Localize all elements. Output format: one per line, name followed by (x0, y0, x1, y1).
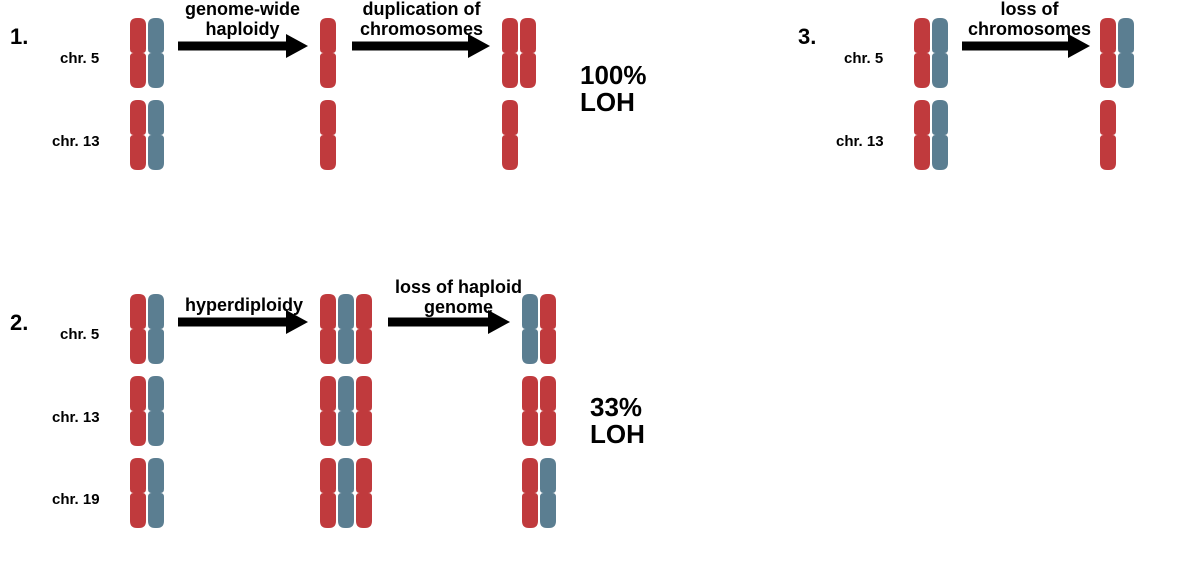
panel2-chrom-s2-r0-c1 (540, 294, 556, 364)
panel1-chrom-s2-r0-c1 (520, 18, 536, 88)
panel1-chrom-s0-r0-c0 (130, 18, 146, 88)
panel2-chrlabel-2: chr. 19 (52, 491, 100, 508)
panel1-chrom-s1-r1-c0 (320, 100, 336, 170)
panel3-chrom-s1-r1-c0 (1100, 100, 1116, 170)
panel3-chrom-s0-r1-c0 (914, 100, 930, 170)
panel1-chrom-s1-r0-c0 (320, 18, 336, 88)
panel3-chrlabel-0: chr. 5 (844, 50, 883, 67)
panel1-chrom-s0-r0-c1 (148, 18, 164, 88)
panel2-chrom-s2-r1-c1 (540, 376, 556, 446)
panel2-chrom-s0-r2-c1 (148, 458, 164, 528)
panel3-chrom-s1-r0-c1 (1118, 18, 1134, 88)
panel2-chrom-s2-r0-c0 (522, 294, 538, 364)
panel2-chrom-s1-r1-c1 (338, 376, 354, 446)
panel3-chrom-s1-r0-c0 (1100, 18, 1116, 88)
panel3-steplabel-0: loss ofchromosomes (968, 0, 1091, 40)
panel2-chrom-s1-r2-c0 (320, 458, 336, 528)
panel2-chrom-s1-r2-c2 (356, 458, 372, 528)
panel1-number: 1. (10, 24, 28, 50)
panel1-loh: 100%LOH (580, 62, 647, 117)
panel1-chrom-s0-r1-c1 (148, 100, 164, 170)
panel1-chrom-s0-r1-c0 (130, 100, 146, 170)
panel2-steplabel-0: hyperdiploidy (185, 296, 303, 316)
panel3-chrom-s0-r1-c1 (932, 100, 948, 170)
panel2-chrom-s1-r1-c0 (320, 376, 336, 446)
panel2-chrom-s0-r2-c0 (130, 458, 146, 528)
panel2-number: 2. (10, 310, 28, 336)
panel1-chrlabel-0: chr. 5 (60, 50, 99, 67)
panel3-chrlabel-1: chr. 13 (836, 133, 884, 150)
panel2-chrom-s1-r1-c2 (356, 376, 372, 446)
panel2-steplabel-1: loss of haploidgenome (395, 278, 522, 318)
panel2-chrlabel-1: chr. 13 (52, 409, 100, 426)
panel2-chrom-s1-r0-c2 (356, 294, 372, 364)
panel2-chrom-s1-r2-c1 (338, 458, 354, 528)
panel3-number: 3. (798, 24, 816, 50)
panel2-chrom-s0-r1-c1 (148, 376, 164, 446)
panel2-chrom-s0-r0-c1 (148, 294, 164, 364)
panel2-chrom-s1-r0-c0 (320, 294, 336, 364)
panel1-chrom-s2-r0-c0 (502, 18, 518, 88)
panel2-chrom-s1-r0-c1 (338, 294, 354, 364)
panel1-steplabel-1: duplication ofchromosomes (360, 0, 483, 40)
panel2-chrom-s0-r1-c0 (130, 376, 146, 446)
panel2-chrom-s2-r1-c0 (522, 376, 538, 446)
panel2-chrom-s2-r2-c0 (522, 458, 538, 528)
panel1-steplabel-0: genome-widehaploidy (185, 0, 300, 40)
panel1-chrlabel-1: chr. 13 (52, 133, 100, 150)
panel3-chrom-s0-r0-c1 (932, 18, 948, 88)
panel1-chrom-s2-r1-c0 (502, 100, 518, 170)
panel3-chrom-s0-r0-c0 (914, 18, 930, 88)
panel2-chrom-s0-r0-c0 (130, 294, 146, 364)
panel2-chrlabel-0: chr. 5 (60, 326, 99, 343)
panel2-loh: 33%LOH (590, 394, 645, 449)
panel2-chrom-s2-r2-c1 (540, 458, 556, 528)
